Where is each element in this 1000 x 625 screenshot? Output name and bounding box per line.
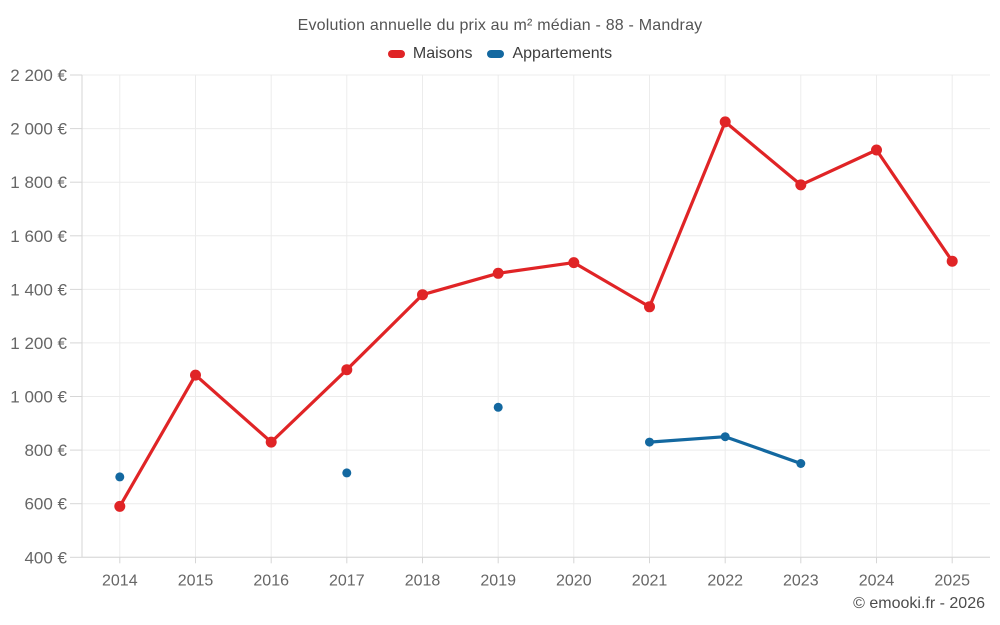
maisons-swatch-icon: [387, 50, 405, 58]
chart-legend: Maisons Appartements: [0, 45, 1000, 63]
y-tick-label: 1 600 €: [10, 227, 67, 246]
maisons-point-2015[interactable]: [190, 369, 201, 381]
appartements-point-2014[interactable]: [115, 472, 125, 482]
x-tick-label: 2018: [405, 572, 441, 589]
maisons-point-2019[interactable]: [492, 267, 504, 279]
x-tick-label: 2023: [783, 572, 819, 589]
maisons-point-2025[interactable]: [946, 255, 958, 267]
appartements-point-2022[interactable]: [720, 432, 730, 442]
legend-item-appartements[interactable]: Appartements: [487, 45, 612, 63]
y-tick-label: 1 400 €: [10, 280, 67, 299]
x-tick-label: 2020: [556, 572, 592, 589]
appartements-point-2023[interactable]: [796, 459, 806, 468]
appartements-point-2017[interactable]: [342, 468, 352, 478]
x-tick-label: 2024: [859, 572, 895, 589]
legend-label-appartements: Appartements: [512, 45, 613, 62]
appartements-point-2019[interactable]: [493, 402, 503, 412]
copyright-note: © emooki.fr - 2026: [853, 595, 985, 612]
x-tick-label: 2022: [707, 572, 743, 589]
maisons-point-2021[interactable]: [644, 301, 655, 313]
x-tick-label: 2025: [934, 572, 970, 589]
maisons-point-2016[interactable]: [265, 436, 277, 448]
maisons-point-2023[interactable]: [795, 179, 807, 191]
maisons-line: [118, 120, 954, 508]
y-tick-label: 2 200 €: [10, 66, 67, 85]
x-tick-label: 2016: [253, 572, 289, 589]
maisons-point-2017[interactable]: [341, 364, 353, 376]
x-tick-label: 2019: [480, 572, 516, 589]
y-tick-label: 600 €: [24, 495, 67, 514]
y-tick-label: 1 800 €: [10, 173, 67, 192]
maisons-point-2018[interactable]: [417, 289, 428, 301]
x-tick-label: 2014: [102, 572, 138, 589]
y-tick-label: 1 000 €: [10, 388, 67, 407]
x-tick-label: 2015: [178, 572, 214, 589]
maisons-point-2022[interactable]: [719, 116, 731, 128]
legend-label-maisons: Maisons: [412, 45, 473, 62]
y-tick-label: 400 €: [24, 548, 67, 567]
x-tick-label: 2017: [329, 572, 365, 589]
maisons-point-2020[interactable]: [568, 257, 580, 269]
y-tick-label: 800 €: [24, 441, 67, 460]
y-tick-label: 1 200 €: [10, 334, 67, 353]
maisons-point-2024[interactable]: [871, 144, 882, 156]
chart-title: Evolution annuelle du prix au m² médian …: [297, 17, 703, 34]
y-tick-label: 2 000 €: [10, 120, 67, 139]
maisons-point-2014[interactable]: [114, 500, 126, 512]
appartements-point-2021[interactable]: [645, 437, 654, 447]
x-tick-label: 2021: [632, 572, 668, 589]
appartements-swatch-icon: [487, 50, 505, 58]
legend-item-maisons[interactable]: Maisons: [387, 45, 473, 63]
